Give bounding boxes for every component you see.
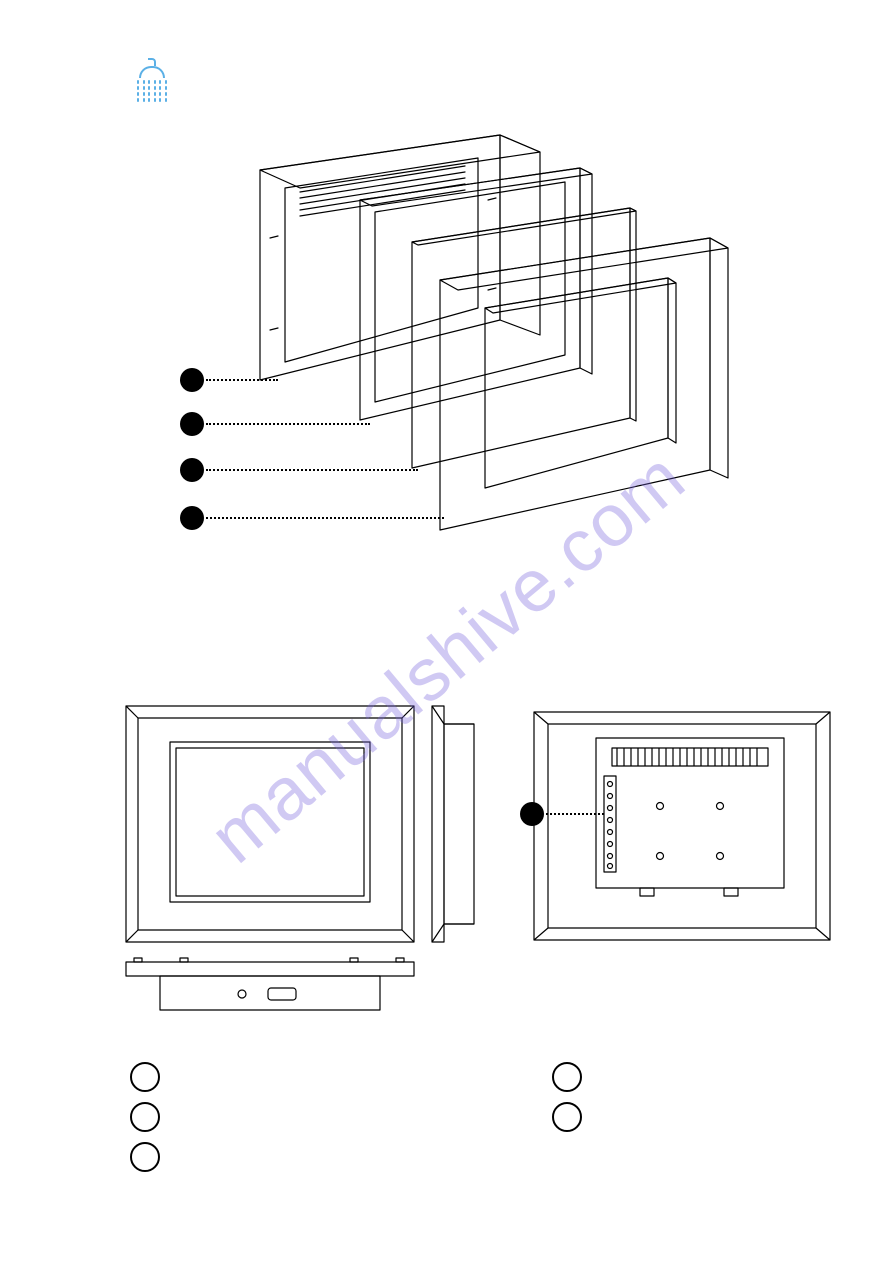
- callout-leader-1: [206, 379, 278, 381]
- side-view: [432, 706, 474, 942]
- callout-leader-3: [206, 469, 418, 471]
- option-marker-3: [130, 1142, 160, 1172]
- manual-page: manualshive.com: [0, 0, 893, 1263]
- rear-view: [532, 710, 832, 942]
- option-marker-5: [552, 1102, 582, 1132]
- bottom-view: [126, 958, 414, 1010]
- part-outer-bezel: [440, 238, 728, 530]
- option-marker-1: [130, 1062, 160, 1092]
- option-marker-4: [552, 1062, 582, 1092]
- callout-bullet-1: [180, 368, 204, 392]
- callout-leader-2: [206, 423, 370, 425]
- control-panel: [604, 776, 616, 872]
- callout-bullet-3: [180, 458, 204, 482]
- shower-icon: [134, 66, 170, 106]
- exploded-view-diagram: [200, 130, 760, 560]
- front-side-bottom-views: [120, 700, 490, 1020]
- front-view: [126, 706, 414, 942]
- callout-bullet-4: [180, 506, 204, 530]
- part-inner-frame: [360, 168, 592, 420]
- part-chassis: [260, 135, 540, 380]
- option-marker-2: [130, 1102, 160, 1132]
- rear-callout-leader: [546, 813, 604, 815]
- callout-leader-4: [206, 517, 444, 519]
- callout-bullet-2: [180, 412, 204, 436]
- part-glass-panel: [412, 208, 636, 468]
- rear-callout-bullet: [520, 802, 544, 826]
